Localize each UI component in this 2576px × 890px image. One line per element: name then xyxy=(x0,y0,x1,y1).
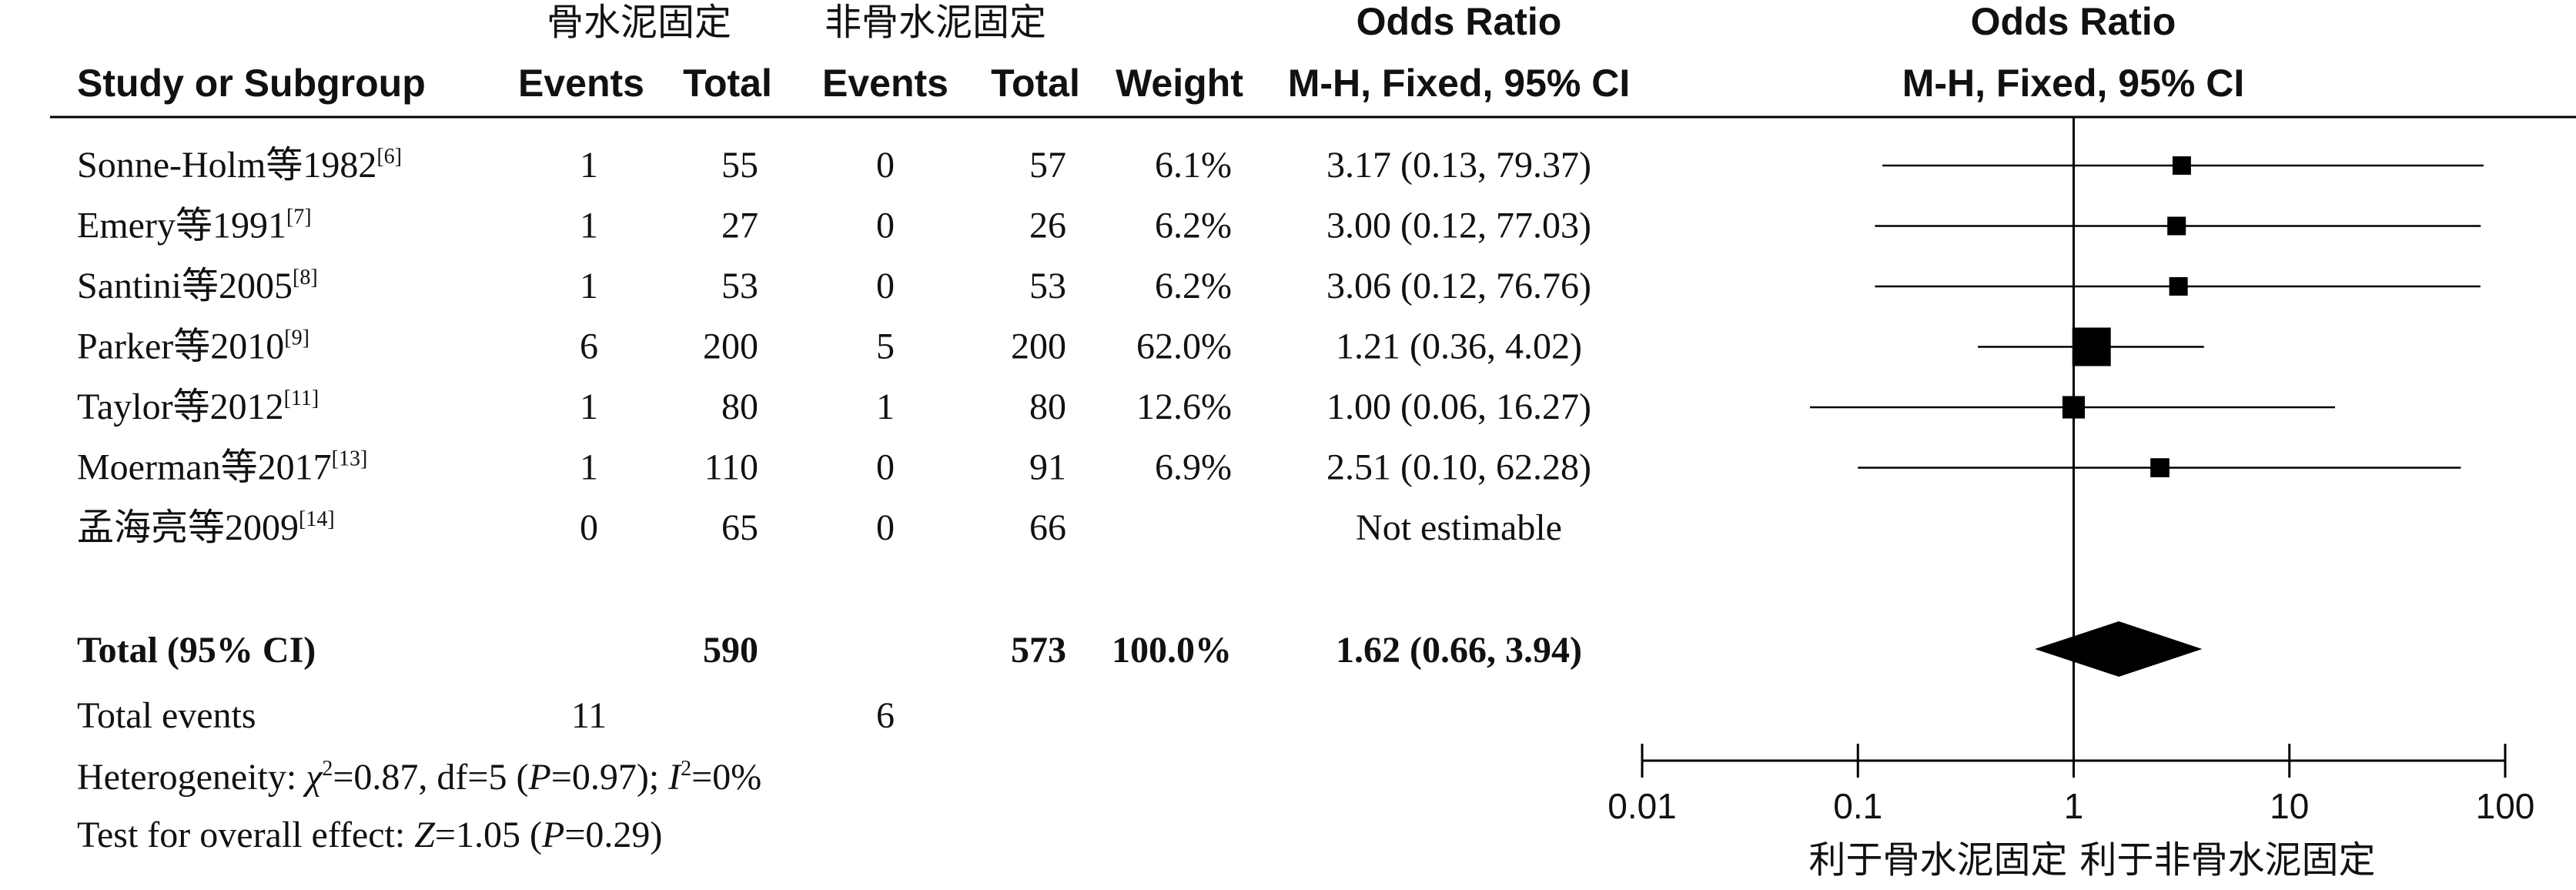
x-tick-label: 100 xyxy=(2476,786,2535,826)
study-name: Taylor等2012[11] xyxy=(77,386,319,427)
weight-cell: 6.2% xyxy=(1155,206,1232,246)
plot-area: 0.01 0.1 1 10 100 利于骨水泥固定 利于非骨水泥固定 xyxy=(1607,117,2534,882)
total1-cell: 55 xyxy=(721,145,758,186)
events1-cell: 1 xyxy=(580,266,598,306)
total-events-label: Total events xyxy=(77,695,256,736)
weight-cell: 62.0% xyxy=(1136,326,1232,367)
or-text-cell: 1.21 (0.36, 4.02) xyxy=(1336,326,1582,367)
events1-cell: 1 xyxy=(580,386,598,427)
x-tick-label: 1 xyxy=(2064,786,2084,826)
total1-cell: 53 xyxy=(721,266,758,306)
total-or-text: 1.62 (0.66, 3.94) xyxy=(1336,630,1582,671)
group1-header: 骨水泥固定 xyxy=(547,1,731,44)
x-tick-label: 0.1 xyxy=(1833,786,1882,826)
total-n1: 590 xyxy=(703,630,758,671)
events1-cell: 1 xyxy=(580,447,598,488)
events2-cell: 0 xyxy=(876,206,895,246)
or-text-cell: 3.17 (0.13, 79.37) xyxy=(1326,145,1591,186)
plot-method-header: M-H, Fixed, 95% CI xyxy=(1902,62,2245,105)
total2-cell: 53 xyxy=(1029,266,1066,306)
study-name: Santini等2005[8] xyxy=(77,266,318,306)
total-weight: 100.0% xyxy=(1112,630,1232,671)
study-name: 孟海亮等2009[14] xyxy=(77,507,335,548)
events2-cell: 1 xyxy=(876,386,895,427)
weight-cell: 12.6% xyxy=(1136,386,1232,427)
total1-cell: 110 xyxy=(704,447,758,488)
events2-cell: 0 xyxy=(876,447,895,488)
study-name: Parker等2010[9] xyxy=(77,326,309,367)
group2-header: 非骨水泥固定 xyxy=(825,1,1046,44)
weight-cell: 6.2% xyxy=(1155,266,1232,306)
or-text-cell: 2.51 (0.10, 62.28) xyxy=(1326,447,1591,488)
total2-cell: 91 xyxy=(1029,447,1066,488)
heterogeneity-text: Heterogeneity: χ2=0.87, df=5 (P=0.97); I… xyxy=(77,757,761,798)
effect-square xyxy=(2172,156,2191,175)
total1-cell: 200 xyxy=(703,326,758,367)
events1-header: Events xyxy=(518,62,644,105)
total1-header: Total xyxy=(683,62,772,105)
total-events-e2: 6 xyxy=(876,695,895,736)
study-header: Study or Subgroup xyxy=(77,62,426,105)
or-method-header: M-H, Fixed, 95% CI xyxy=(1288,62,1631,105)
study-name: Emery等1991[7] xyxy=(77,206,312,246)
study-rows: Sonne-Holm等1982[6] 1 55 0 57 6.1% 3.17 (0.13, … xyxy=(77,145,1591,548)
x-tick-label: 10 xyxy=(2270,786,2309,826)
or-text-cell: Not estimable xyxy=(1356,507,1562,548)
total2-header: Total xyxy=(991,62,1080,105)
events2-cell: 0 xyxy=(876,145,895,186)
study-name: Sonne-Holm等1982[6] xyxy=(77,145,402,186)
effect-square xyxy=(2062,396,2086,419)
total-events-e1: 11 xyxy=(571,695,607,736)
total1-cell: 65 xyxy=(721,507,758,548)
overall-effect-text: Test for overall effect: Z=1.05 (P=0.29) xyxy=(77,815,662,855)
favours-left-label: 利于骨水泥固定 xyxy=(1808,838,2067,882)
effect-square xyxy=(2167,216,2186,236)
total1-cell: 80 xyxy=(721,386,758,427)
events1-cell: 1 xyxy=(580,206,598,246)
total2-cell: 200 xyxy=(1011,326,1066,367)
study-name: Moerman等2017[13] xyxy=(77,447,367,488)
events2-header: Events xyxy=(822,62,948,105)
favours-right-label: 利于非骨水泥固定 xyxy=(2080,838,2376,882)
pooled-diamond xyxy=(2034,621,2203,677)
weight-cell: 6.9% xyxy=(1155,447,1232,488)
events2-cell: 5 xyxy=(876,326,895,367)
x-tick-label: 0.01 xyxy=(1607,786,1677,826)
effect-square xyxy=(2072,327,2111,366)
or-text-cell: 3.06 (0.12, 76.76) xyxy=(1326,266,1591,306)
events2-cell: 0 xyxy=(876,507,895,548)
effect-square xyxy=(2169,276,2188,296)
total2-cell: 57 xyxy=(1029,145,1066,186)
effect-square xyxy=(2150,458,2170,477)
total2-cell: 26 xyxy=(1029,206,1066,246)
total-n2: 573 xyxy=(1011,630,1066,671)
weight-header: Weight xyxy=(1116,62,1243,105)
weight-cell: 6.1% xyxy=(1155,145,1232,186)
events2-cell: 0 xyxy=(876,266,895,306)
total2-cell: 66 xyxy=(1029,507,1066,548)
or-title-header: Odds Ratio xyxy=(1357,0,1562,43)
events1-cell: 0 xyxy=(580,507,598,548)
events1-cell: 1 xyxy=(580,145,598,186)
events1-cell: 6 xyxy=(580,326,598,367)
total1-cell: 27 xyxy=(721,206,758,246)
or-text-cell: 3.00 (0.12, 77.03) xyxy=(1326,206,1591,246)
total-label: Total (95% CI) xyxy=(77,630,316,671)
or-text-cell: 1.00 (0.06, 16.27) xyxy=(1326,386,1591,427)
total2-cell: 80 xyxy=(1029,386,1066,427)
plot-title-header: Odds Ratio xyxy=(1971,0,2176,43)
